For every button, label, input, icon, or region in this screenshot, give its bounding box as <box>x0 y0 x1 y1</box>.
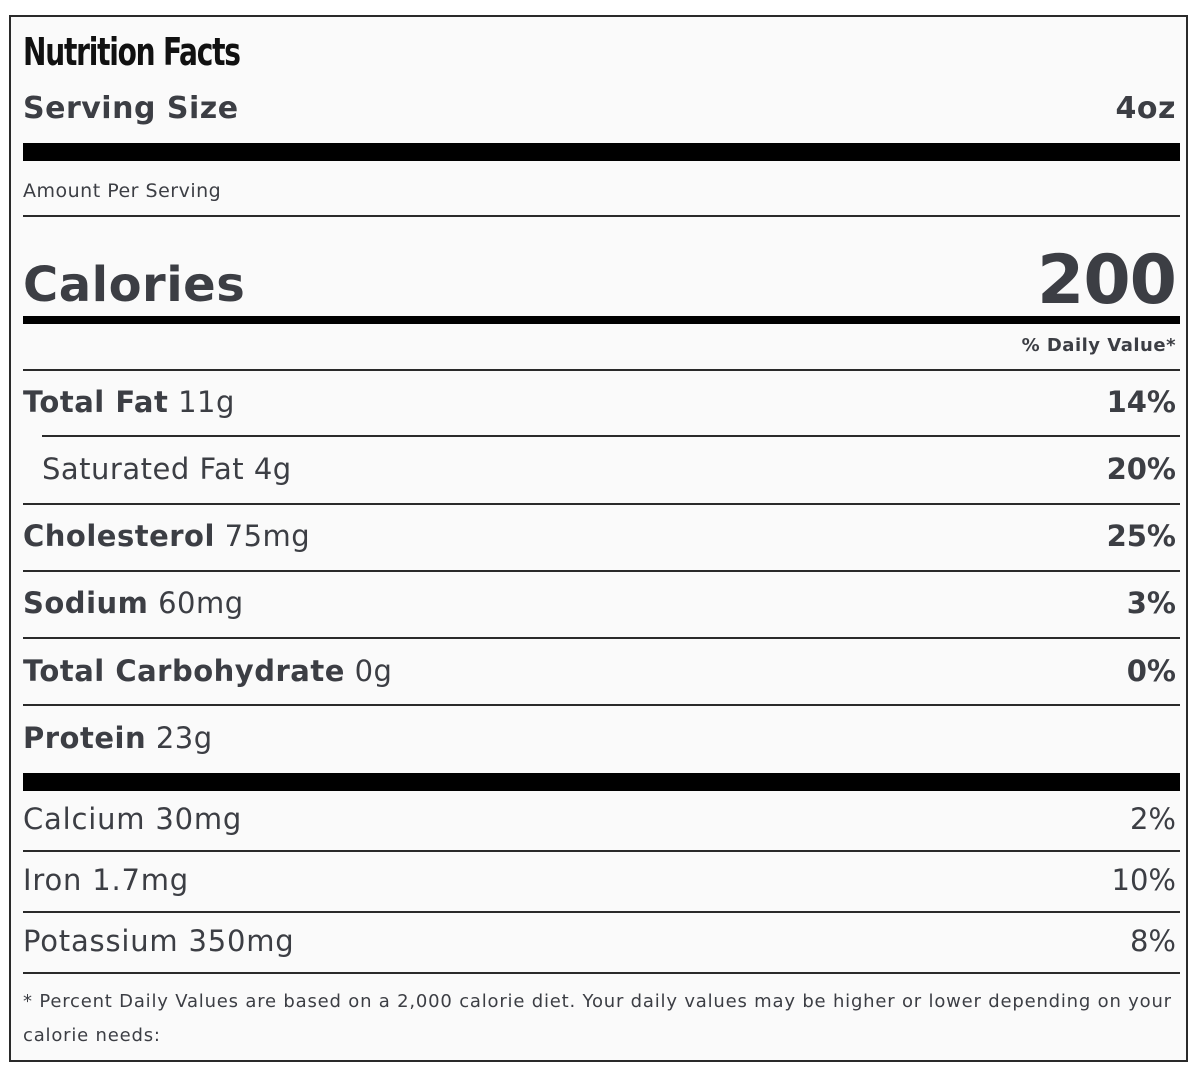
amount-per-serving: Amount Per Serving <box>23 180 222 202</box>
medium-divider <box>23 316 1180 324</box>
nutrient-amount: 23g <box>155 721 213 755</box>
nutrient-name: Protein <box>23 721 147 755</box>
calories-label: Calories <box>23 257 246 313</box>
mineral-pct-iron: 10% <box>1111 863 1176 897</box>
nutrient-row-saturated-fat: Saturated Fat 4g <box>42 452 292 486</box>
thick-divider <box>23 773 1180 791</box>
mineral-name: Iron <box>23 863 83 897</box>
nutrition-label: Nutrition Facts Serving Size 4oz Amount … <box>9 15 1188 1062</box>
nutrient-amount: 75mg <box>224 519 311 553</box>
serving-size-label: Serving Size <box>23 91 239 126</box>
divider <box>23 215 1180 217</box>
nutrient-name: Total Fat <box>23 385 169 419</box>
divider <box>23 503 1180 505</box>
nutrient-row-total-carbohydrate: Total Carbohydrate 0g <box>23 654 392 688</box>
mineral-name: Calcium <box>23 802 146 836</box>
mineral-row-iron: Iron 1.7mg <box>23 863 189 897</box>
divider <box>23 850 1180 852</box>
mineral-pct-potassium: 8% <box>1129 924 1176 958</box>
label-title: Nutrition Facts <box>23 30 241 74</box>
nutrient-name: Saturated Fat <box>42 452 245 486</box>
nutrient-pct-total-fat: 14% <box>1106 385 1176 419</box>
mineral-name: Potassium <box>23 924 179 958</box>
nutrient-pct-saturated-fat: 20% <box>1106 452 1176 486</box>
nutrient-pct-sodium: 3% <box>1126 586 1176 620</box>
divider <box>23 637 1180 639</box>
divider <box>23 972 1180 974</box>
nutrient-row-protein: Protein 23g <box>23 721 213 755</box>
nutrient-amount: 4g <box>253 452 292 486</box>
mineral-amount: 350mg <box>188 924 295 958</box>
thick-divider <box>23 143 1180 161</box>
mineral-amount: 1.7mg <box>92 863 189 897</box>
divider <box>23 570 1180 572</box>
divider <box>42 435 1180 437</box>
divider <box>23 911 1180 913</box>
mineral-row-calcium: Calcium 30mg <box>23 802 242 836</box>
divider <box>23 369 1180 371</box>
nutrient-name: Cholesterol <box>23 519 215 553</box>
nutrient-row-sodium: Sodium 60mg <box>23 586 244 620</box>
nutrient-row-cholesterol: Cholesterol 75mg <box>23 519 310 553</box>
daily-value-header: % Daily Value* <box>1021 335 1176 356</box>
divider <box>23 704 1180 706</box>
calories-value: 200 <box>1037 241 1177 320</box>
nutrient-pct-cholesterol: 25% <box>1106 519 1176 553</box>
mineral-row-potassium: Potassium 350mg <box>23 924 295 958</box>
nutrient-amount: 11g <box>178 385 235 419</box>
nutrient-name: Total Carbohydrate <box>23 654 345 688</box>
nutrient-amount: 60mg <box>158 586 244 620</box>
mineral-amount: 30mg <box>155 802 243 836</box>
nutrient-name: Sodium <box>23 586 149 620</box>
nutrient-pct-total-carbohydrate: 0% <box>1126 654 1176 688</box>
nutrient-row-total-fat: Total Fat 11g <box>23 385 235 419</box>
footnote: * Percent Daily Values are based on a 2,… <box>23 991 1172 1046</box>
nutrient-amount: 0g <box>354 654 393 688</box>
mineral-pct-calcium: 2% <box>1129 802 1176 836</box>
serving-size-value: 4oz <box>1115 91 1176 126</box>
